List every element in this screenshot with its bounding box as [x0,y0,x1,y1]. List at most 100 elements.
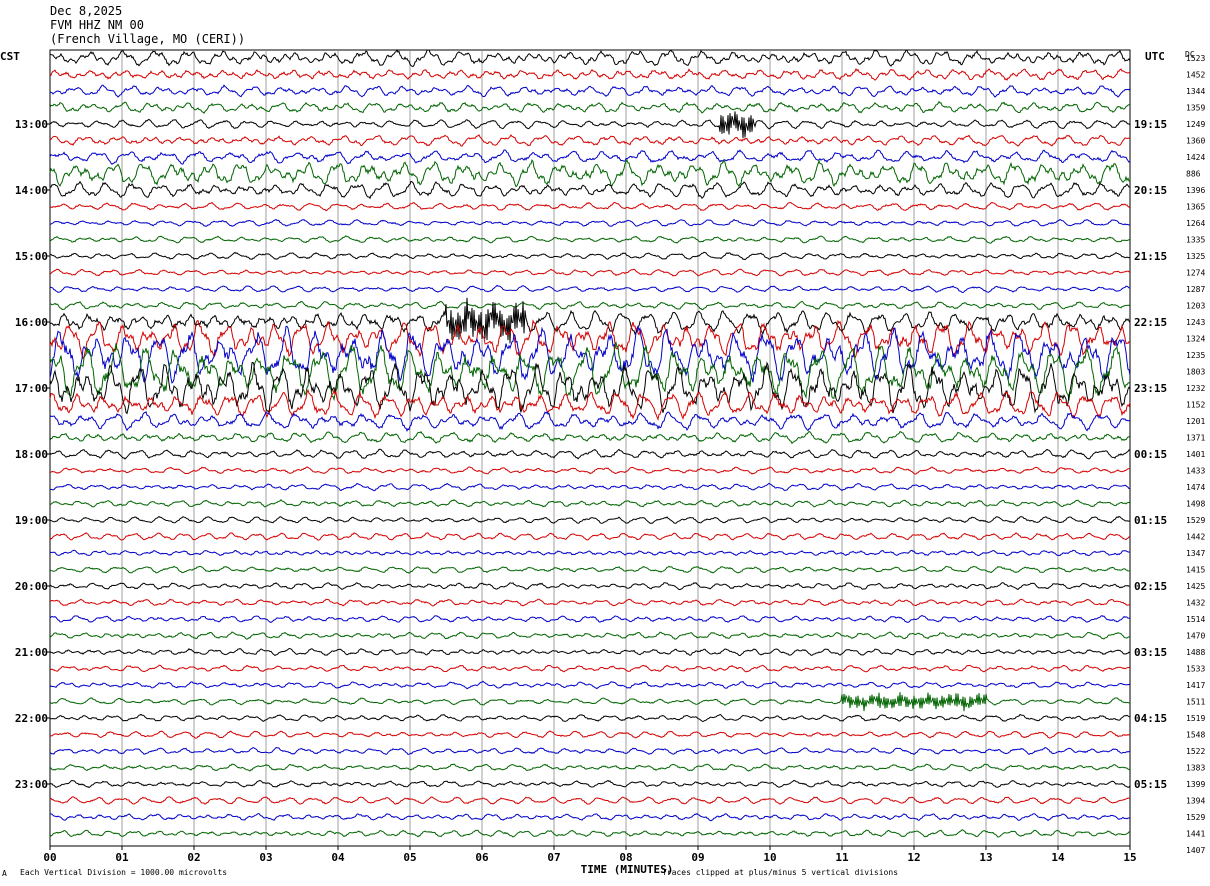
x-tick-label: 00 [43,851,56,864]
trace-row-23 [49,430,1131,445]
dc-value: 1399 [1186,780,1205,789]
x-tick-label: 05 [403,851,416,864]
dc-value: 1371 [1186,434,1205,443]
left-hour-label: 18:00 [15,448,48,461]
trace-row-4 [49,111,1131,139]
trace-row-47 [49,829,1131,838]
trace-row-9 [49,201,1131,212]
dc-value: 1235 [1186,351,1205,360]
x-tick-label: 06 [475,851,489,864]
trace-row-15 [50,300,1131,311]
dc-value: 1519 [1186,714,1205,723]
right-hour-label: 23:15 [1134,382,1167,395]
dc-value: 1335 [1186,236,1205,245]
dc-value: 1249 [1186,120,1205,129]
dc-value: 1441 [1186,830,1205,839]
trace-row-12 [49,251,1131,261]
dc-title: DC [1185,50,1195,59]
x-tick-label: 01 [115,851,129,864]
trace-row-17 [49,319,1130,360]
left-hour-label: 22:00 [15,712,48,725]
dc-value: 1470 [1186,632,1205,641]
right-hour-label: 02:15 [1134,580,1167,593]
trace-row-7 [49,158,1131,188]
trace-row-40 [49,713,1131,723]
left-hour-label: 20:00 [15,580,48,593]
trace-row-27 [49,499,1131,508]
right-hour-label: 00:15 [1134,448,1167,461]
dc-value: 1232 [1186,384,1205,393]
left-hour-label: 14:00 [15,184,48,197]
corner-mark: A [2,869,7,878]
trace-row-20 [49,361,1131,415]
trace-row-35 [49,631,1130,640]
dc-value: 1344 [1186,87,1205,96]
left-hour-label: 17:00 [15,382,48,395]
header-date: Dec 8,2025 [50,4,123,18]
trace-row-0 [49,48,1131,68]
dc-value: 1452 [1186,71,1205,80]
dc-value: 1498 [1186,500,1205,509]
trace-row-13 [49,268,1131,277]
dc-value: 1325 [1186,252,1205,261]
dc-value: 1433 [1186,467,1205,476]
trace-row-28 [49,515,1131,524]
dc-value: 1533 [1186,665,1205,674]
dc-value: 1365 [1186,203,1205,212]
x-tick-label: 15 [1123,851,1136,864]
dc-value: 1203 [1186,302,1205,311]
dc-value: 1407 [1186,846,1205,855]
left-hour-label: 19:00 [15,514,48,527]
trace-row-43 [49,763,1131,772]
trace-row-39 [49,692,1131,712]
right-hour-label: 22:15 [1134,316,1167,329]
dc-value: 1424 [1186,153,1205,162]
dc-value: 1511 [1186,698,1205,707]
right-hour-label: 21:15 [1134,250,1167,263]
trace-row-8 [49,180,1130,200]
trace-row-42 [49,747,1131,756]
dc-value: 1415 [1186,566,1205,575]
trace-row-22 [49,411,1131,433]
trace-row-45 [49,796,1131,805]
dc-value: 1396 [1186,186,1205,195]
trace-row-1 [49,67,1131,81]
x-tick-label: 13 [979,851,992,864]
trace-row-6 [49,149,1131,165]
dc-value: 886 [1186,170,1201,179]
trace-row-10 [49,218,1131,227]
x-tick-label: 04 [331,851,345,864]
trace-row-2 [49,84,1131,98]
dc-value: 1264 [1186,219,1205,228]
x-tick-label: 08 [619,851,632,864]
dc-value: 1425 [1186,582,1205,591]
dc-value: 1417 [1186,681,1205,690]
trace-row-44 [49,779,1131,789]
trace-row-24 [49,448,1131,460]
dc-value: 1243 [1186,318,1205,327]
dc-value: 1347 [1186,549,1205,558]
x-tick-label: 14 [1051,851,1065,864]
dc-value: 1359 [1186,104,1205,113]
header-station: FVM HHZ NM 00 [50,18,144,32]
dc-value: 1360 [1186,137,1205,146]
trace-row-19 [49,341,1131,402]
dc-value: 1401 [1186,450,1205,459]
trace-row-46 [49,812,1131,822]
dc-value: 1383 [1186,764,1205,773]
left-hour-label: 15:00 [15,250,48,263]
x-axis-label: TIME (MINUTES) [581,863,674,876]
clip-note: Traces clipped at plus/minus 5 vertical … [662,868,899,877]
dc-value: 1287 [1186,285,1205,294]
trace-row-36 [49,648,1131,657]
trace-row-33 [49,598,1131,607]
dc-value: 1548 [1186,731,1205,740]
trace-row-5 [49,134,1131,147]
dc-value: 1488 [1186,648,1205,657]
dc-value: 1324 [1186,335,1205,344]
dc-value: 1432 [1186,599,1205,608]
x-tick-label: 10 [763,851,776,864]
trace-row-11 [49,235,1131,244]
trace-row-37 [49,664,1131,673]
x-tick-label: 07 [547,851,560,864]
